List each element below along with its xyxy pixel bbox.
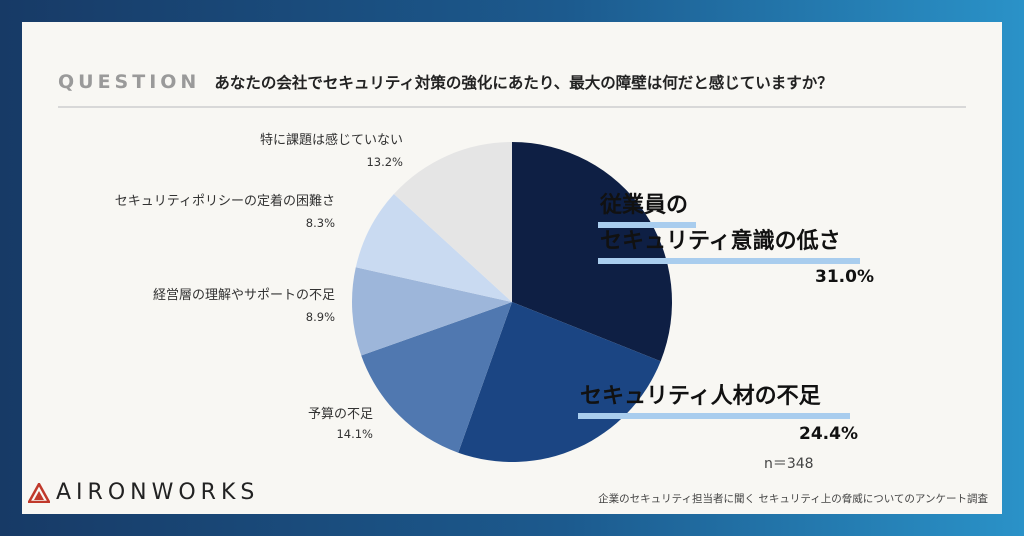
slice-percent-4: 8.9% [306,310,335,324]
question-text: あなたの会社でセキュリティ対策の強化にあたり、最大の障壁は何だと感じていますか？ [214,74,833,92]
slice-label-5: セキュリティポリシーの定着の困難さ [115,193,335,209]
slice-label-1: セキュリティ意識の低さ [600,228,841,254]
pie-slice-4 [352,267,512,356]
logo-text: AIRONWORKS [56,480,260,505]
label-underline-2-1 [578,413,850,419]
question-header: QUESTION あなたの会社でセキュリティ対策の強化にあたり、最大の障壁は何だ… [58,71,833,93]
slice-percent-1: 31.0% [815,267,874,287]
slice-percent-2: 24.4% [799,424,858,444]
card: QUESTION あなたの会社でセキュリティ対策の強化にあたり、最大の障壁は何だ… [22,22,1002,514]
aironworks-logo: AIRONWORKS [28,480,259,505]
label-underline-1-1 [598,222,696,228]
pie-slice-5 [355,194,512,302]
sample-size-label: n＝348 [764,456,814,472]
logo-triangle-icon [28,482,50,503]
header-divider [58,106,966,108]
question-label: QUESTION [58,71,201,93]
pie-slice-1 [512,142,673,362]
pie-slice-3 [361,302,512,453]
slice-label-4: 経営層の理解やサポートの不足 [153,288,335,303]
slice-percent-5: 8.3% [306,216,335,230]
slice-label-3: 予算の不足 [308,407,373,422]
label-underline-1-2 [598,258,860,264]
slice-label-6: 特に課題は感じていない [260,132,403,148]
source-note: 企業のセキュリティ担当者に聞く セキュリティ上の脅威についてのアンケート調査 [598,493,988,505]
slice-label-2: セキュリティ人材の不足 [580,384,821,409]
slice-label-1: 従業員の [599,192,688,218]
slice-percent-6: 13.2% [366,155,403,169]
pie-slice-2 [458,302,661,462]
slice-percent-3: 14.1% [336,427,373,441]
pie-slice-6 [393,142,512,302]
